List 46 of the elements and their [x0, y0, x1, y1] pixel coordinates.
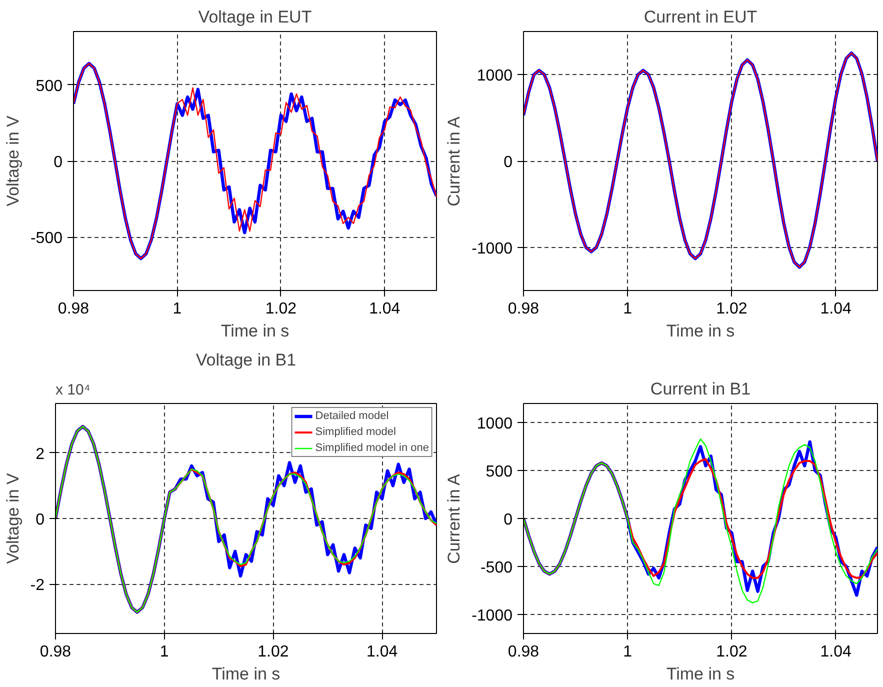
- x-tick-label: 1: [160, 644, 169, 660]
- x-tick-label: 1.02: [265, 300, 297, 318]
- y-tick-label: -500: [30, 230, 63, 248]
- x-axis-title: Time in s: [220, 322, 290, 340]
- text: x 10⁴: [56, 382, 90, 398]
- y-tick-label: 0: [54, 154, 63, 171]
- x-tick-label: 1.02: [716, 644, 748, 660]
- x-tick-label: 1: [172, 300, 182, 318]
- legend-label: Simplified model in one: [315, 442, 429, 454]
- x-tick-label: 1: [623, 300, 632, 318]
- y-axis-title: Voltage in V: [3, 114, 22, 206]
- x-tick-label: 0.98: [58, 300, 90, 318]
- y-tick-label: 2: [36, 446, 45, 463]
- chart-title: Current in B1: [650, 380, 751, 398]
- y-axis-title: Voltage in V: [3, 472, 22, 564]
- chart-title: Voltage in B1: [196, 350, 296, 370]
- x-tick-label: 1: [623, 644, 632, 660]
- legend-label: Simplified model: [315, 426, 396, 438]
- y-tick-label: -2: [30, 577, 45, 594]
- x-tick-label: 1.02: [716, 300, 748, 318]
- x-axis-title: Time in s: [212, 664, 280, 684]
- x-tick-label: 1.04: [369, 300, 400, 318]
- y-tick-label: 0: [504, 154, 513, 171]
- y-tick-label: 1000: [476, 416, 513, 433]
- y-tick-label: 500: [486, 464, 513, 481]
- x-tick-label: 0.98: [40, 644, 72, 660]
- chart-title: Voltage in EUT: [198, 8, 312, 26]
- x-tick-label: 0.98: [508, 644, 540, 660]
- y-axis-title: Current in A: [444, 116, 464, 206]
- y-tick-label: 500: [36, 78, 63, 95]
- y-tick-label: -500: [480, 559, 513, 576]
- legend-label: Detailed model: [315, 410, 389, 422]
- x-tick-label: 1.04: [366, 644, 398, 660]
- y-tick-label: 0: [36, 512, 45, 528]
- chart-title: Current in EUT: [644, 8, 758, 26]
- y-axis-title: Current in A: [444, 473, 464, 564]
- y-tick-label: -1000: [472, 607, 513, 624]
- x-tick-label: 1.02: [258, 644, 289, 660]
- x-tick-label: 1.04: [820, 300, 852, 318]
- x-tick-label: 0.98: [508, 300, 540, 318]
- y-tick-label: 1000: [476, 68, 513, 85]
- x-axis-title: Time in s: [666, 322, 735, 340]
- y-tick-label: -1000: [472, 240, 513, 258]
- y-tick-label: 0: [504, 512, 513, 528]
- x-axis-title: Time in s: [666, 664, 735, 684]
- x-tick-label: 1.04: [820, 644, 852, 660]
